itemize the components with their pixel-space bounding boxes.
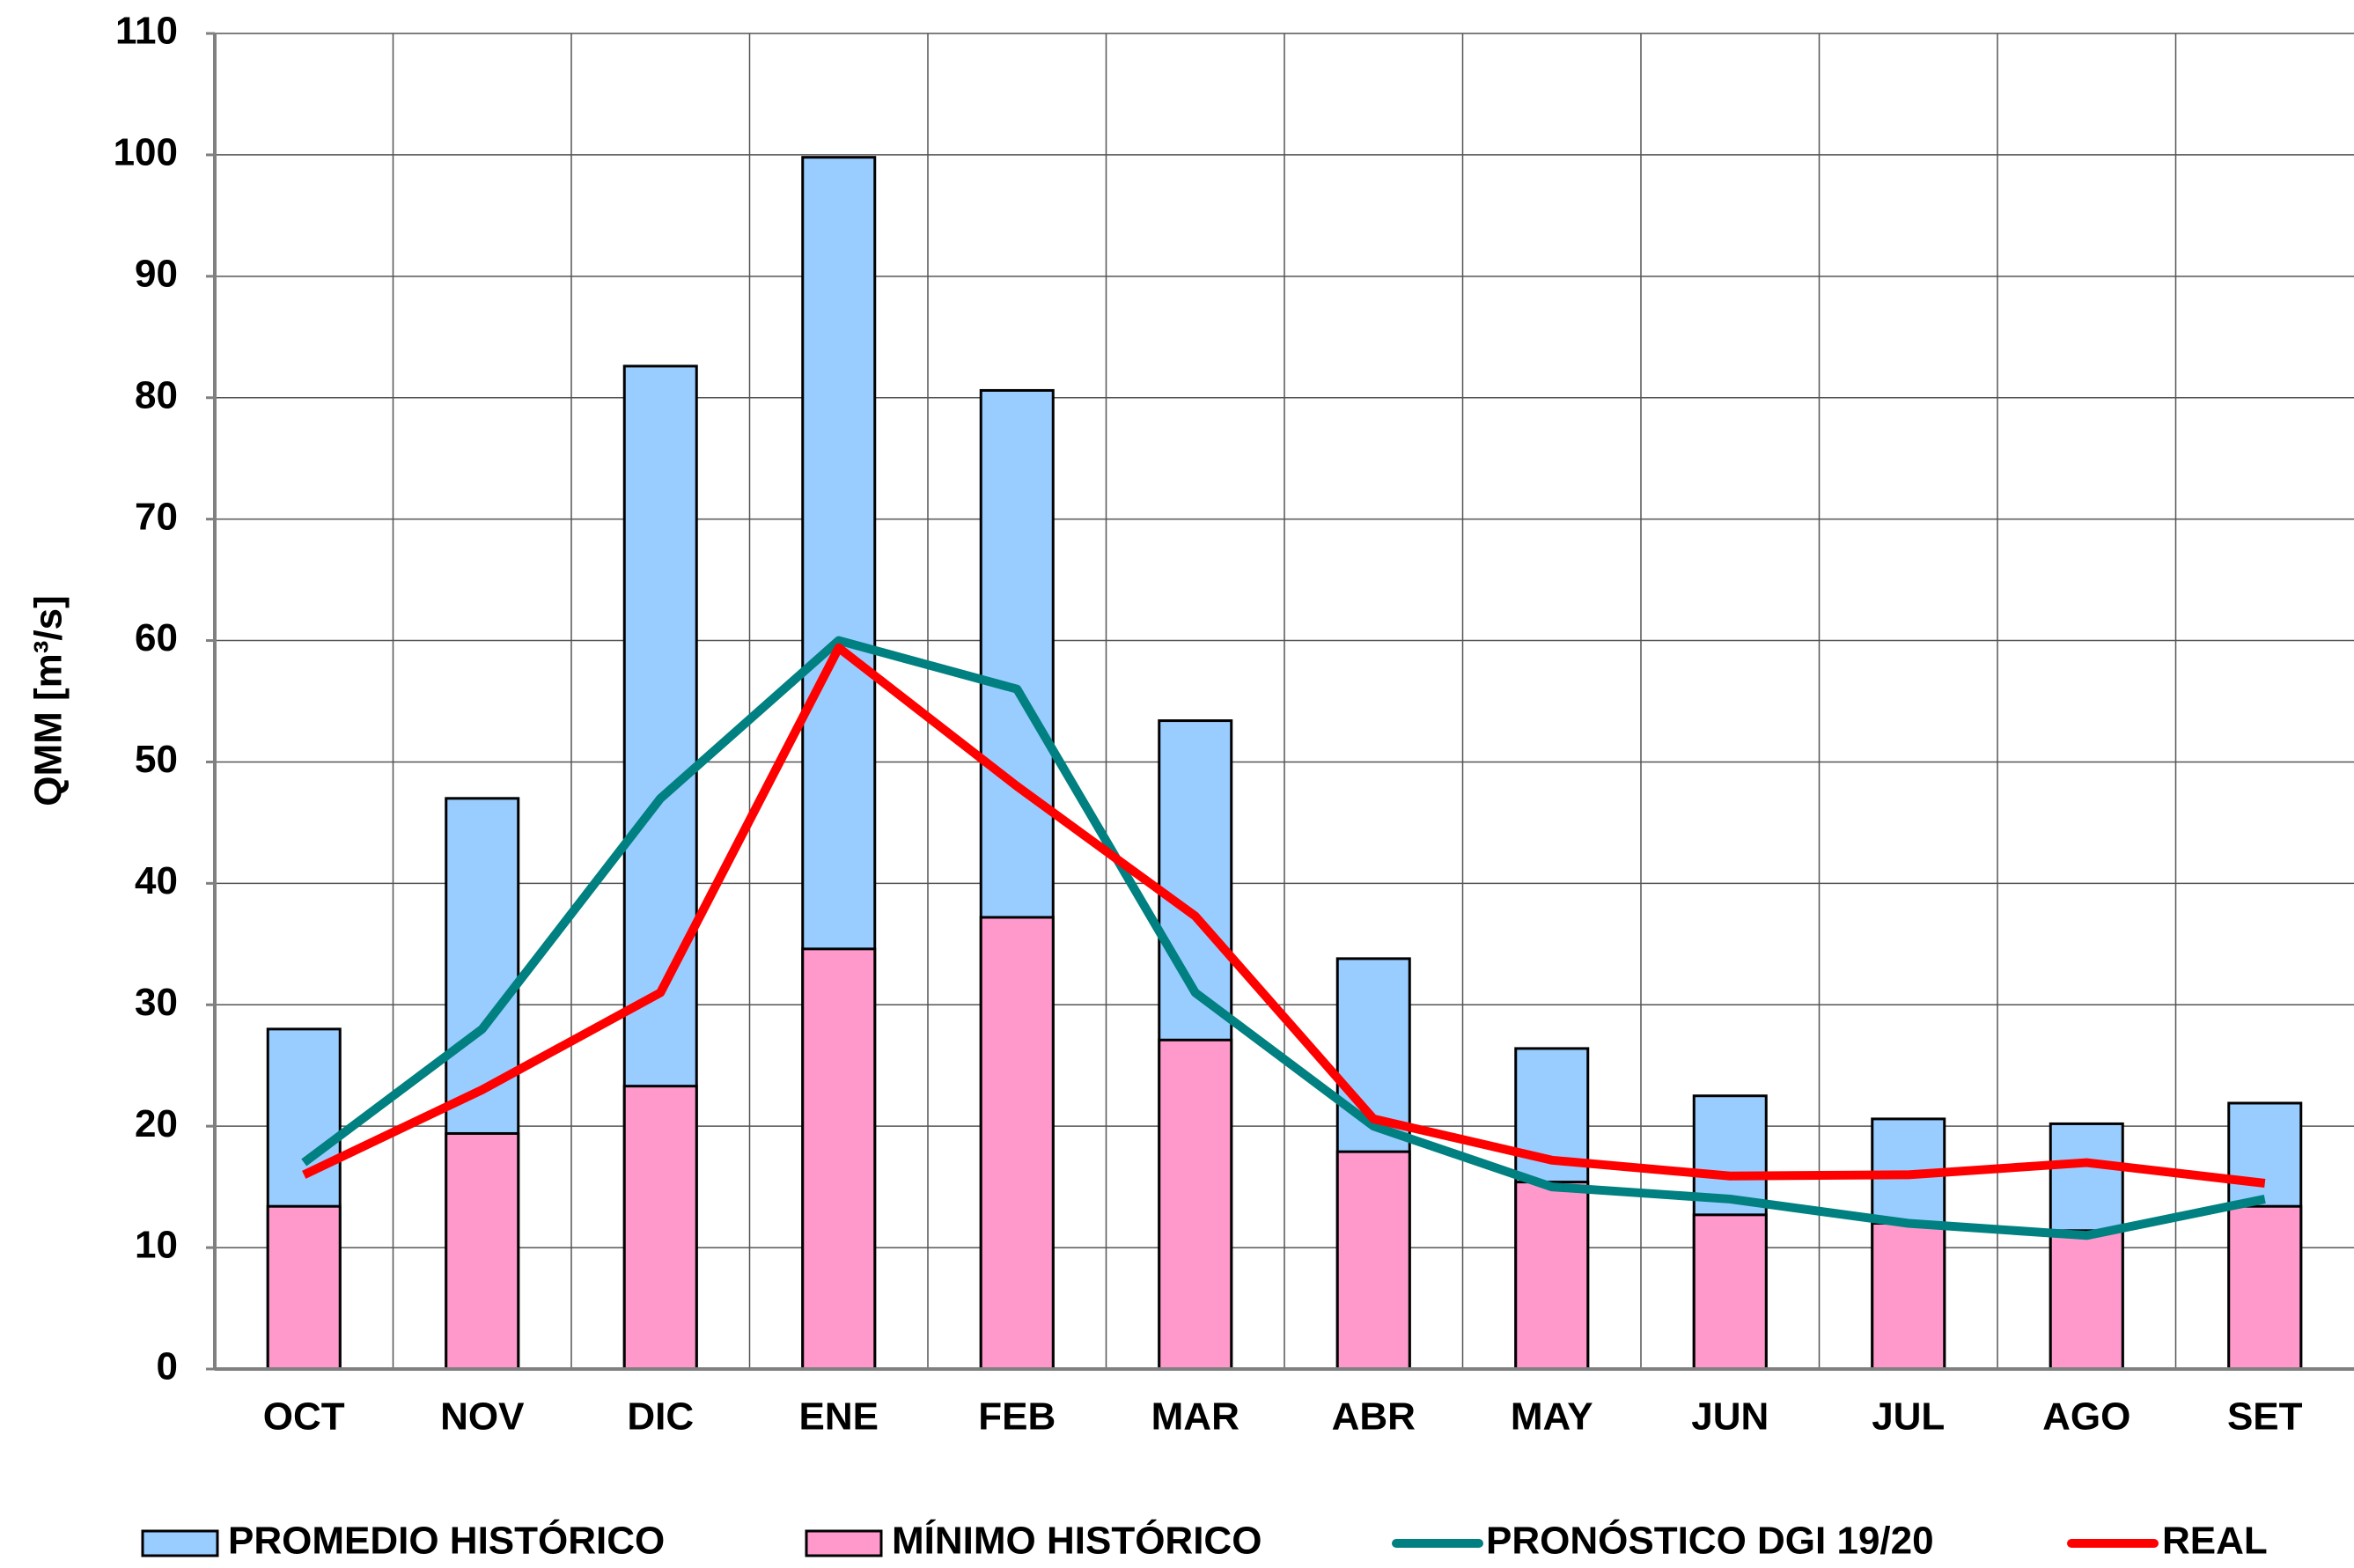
y-tick-label: 90: [135, 252, 178, 295]
legend-label: REAL: [2162, 1520, 2268, 1563]
x-tick-label: NOV: [440, 1395, 525, 1439]
y-tick-label: 100: [114, 131, 178, 174]
bar: [266, 1204, 342, 1371]
legend-label: PRONÓSTICO DGI 19/20: [1486, 1519, 1934, 1563]
y-tick-label: 10: [135, 1224, 178, 1267]
line-series: [301, 636, 2266, 1240]
y-tick-label: 20: [135, 1102, 178, 1145]
legend-swatch: [805, 1529, 883, 1557]
legend-label: PROMEDIO HISTÓRICO: [228, 1519, 665, 1563]
x-tick-label: ENE: [799, 1395, 879, 1439]
y-tick-label: 60: [135, 616, 178, 659]
y-tick-label: 110: [115, 10, 178, 53]
x-tick-label: FEB: [978, 1395, 1056, 1439]
y-tick-label: 70: [135, 495, 178, 538]
bar: [2227, 1204, 2303, 1371]
x-tick-label: JUN: [1691, 1395, 1769, 1439]
x-tick-label: MAR: [1151, 1395, 1240, 1439]
bar: [622, 1085, 698, 1371]
y-axis-label: QMM [m³/s]: [27, 595, 70, 806]
bar: [979, 916, 1055, 1371]
bar: [445, 1131, 520, 1371]
x-tick-label: OCT: [263, 1395, 345, 1439]
x-tick-label: DIC: [627, 1395, 694, 1439]
bar: [1871, 1222, 1946, 1371]
bar: [2049, 1229, 2124, 1371]
bar: [1514, 1181, 1590, 1371]
legend-swatch: [141, 1529, 219, 1557]
x-tick-label: ABR: [1332, 1395, 1416, 1439]
bar: [1692, 1213, 1768, 1371]
line-series: [302, 643, 2266, 1188]
bar: [1335, 1150, 1411, 1371]
legend-label: MÍNIMO HISTÓRICO: [892, 1519, 1262, 1563]
x-tick-label: JUL: [1872, 1395, 1945, 1439]
y-tick-label: 0: [157, 1345, 178, 1388]
x-tick-label: AGO: [2042, 1395, 2130, 1439]
x-tick-label: SET: [2227, 1395, 2303, 1439]
x-tick-label: MAY: [1511, 1395, 1593, 1439]
y-tick-label: 40: [135, 859, 178, 902]
bar: [801, 947, 877, 1371]
y-tick-label: 50: [135, 738, 178, 781]
y-tick-label: 80: [135, 373, 178, 416]
y-tick-label: 30: [135, 981, 178, 1024]
bar: [1158, 1038, 1233, 1371]
